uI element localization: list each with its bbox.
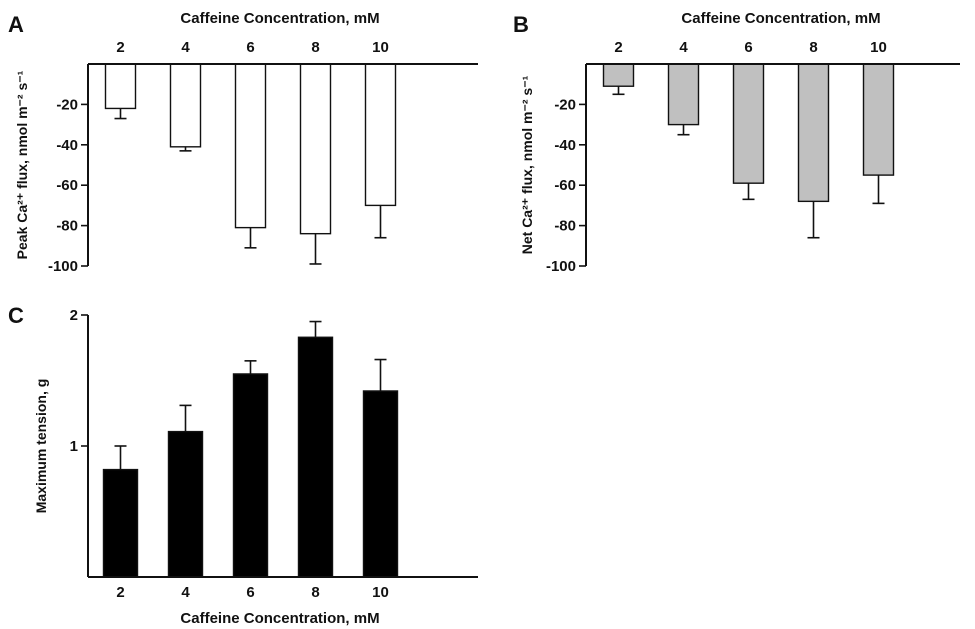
panel-a-bar-6 xyxy=(234,63,267,229)
panel-b-x-tick-10: 10 xyxy=(870,39,887,56)
panel-c-letter: C xyxy=(8,303,24,328)
panel-c: C Caffeine Concentration, mM Maximum ten… xyxy=(8,303,478,627)
panel-c-x-tick-10: 10 xyxy=(372,584,389,601)
panel-b: B Caffeine Concentration, mM Net Ca²⁺ fl… xyxy=(513,10,960,275)
panel-c-x-ticks: 2 4 6 8 10 xyxy=(116,584,389,601)
panel-c-x-tick-6: 6 xyxy=(246,584,254,601)
panel-a-y-ticks: -20 -40 -60 -80 -100 xyxy=(48,96,88,275)
panel-a-x-tick-10: 10 xyxy=(372,39,389,56)
panel-b-y-axis-title: Net Ca²⁺ flux, nmol m⁻² s⁻¹ xyxy=(519,75,535,254)
panel-a-bar-4 xyxy=(169,63,202,148)
panel-c-x-axis-title: Caffeine Concentration, mM xyxy=(180,610,379,627)
panel-a-bar-8 xyxy=(299,63,332,235)
panel-a-y-tick-label: -60 xyxy=(56,177,78,194)
panel-a-y-tick-label: -20 xyxy=(56,96,78,113)
panel-a-y-tick-label: -40 xyxy=(56,137,78,154)
panel-a-x-tick-6: 6 xyxy=(246,39,254,56)
panel-a-error-bars xyxy=(114,108,387,265)
panel-b-y-tick-label: -100 xyxy=(546,258,576,275)
panel-c-bar-8 xyxy=(297,336,334,578)
panel-c-bar-2 xyxy=(102,468,139,578)
panel-a-x-ticks: 2 4 6 8 10 xyxy=(116,39,389,56)
panel-c-x-tick-8: 8 xyxy=(311,584,319,601)
panel-c-bar-10 xyxy=(362,390,399,578)
panel-a-bars xyxy=(104,63,397,235)
panel-b-bar-8 xyxy=(797,63,830,203)
panel-c-x-tick-4: 4 xyxy=(181,584,190,601)
panel-a-y-tick-label: -80 xyxy=(56,218,78,235)
panel-c-bar-6 xyxy=(232,373,269,578)
panel-b-y-tick-label: -80 xyxy=(554,218,576,235)
panel-a-x-axis-title: Caffeine Concentration, mM xyxy=(180,10,379,27)
panel-a-letter: A xyxy=(8,12,24,37)
panel-b-bar-10 xyxy=(862,63,895,176)
panel-b-bar-4 xyxy=(667,63,700,126)
panel-c-error-bars xyxy=(114,320,387,470)
panel-b-y-tick-label: -20 xyxy=(554,96,576,113)
panel-b-x-axis-title: Caffeine Concentration, mM xyxy=(681,10,880,27)
panel-a-x-tick-4: 4 xyxy=(181,39,190,56)
panel-b-y-tick-label: -60 xyxy=(554,177,576,194)
panel-b-x-ticks: 2 4 6 8 10 xyxy=(614,39,887,56)
panel-a-bar-2 xyxy=(104,63,137,110)
panel-b-bar-6 xyxy=(732,63,765,184)
panel-b-x-tick-8: 8 xyxy=(809,39,817,56)
panel-a: A Caffeine Concentration, mM Peak Ca²⁺ f… xyxy=(8,10,478,275)
panel-c-y-axis-title: Maximum tension, g xyxy=(33,379,49,514)
panel-c-y-tick-label: 1 xyxy=(70,438,78,455)
panel-c-x-tick-2: 2 xyxy=(116,584,124,601)
panel-c-y-ticks: 12 xyxy=(70,307,88,455)
panel-b-x-tick-4: 4 xyxy=(679,39,688,56)
panel-b-x-tick-6: 6 xyxy=(744,39,752,56)
panel-a-x-tick-2: 2 xyxy=(116,39,124,56)
panel-a-x-tick-8: 8 xyxy=(311,39,319,56)
panel-b-x-tick-2: 2 xyxy=(614,39,622,56)
panel-a-bar-10 xyxy=(364,63,397,207)
panel-b-y-tick-label: -40 xyxy=(554,137,576,154)
panel-a-y-tick-label: -100 xyxy=(48,258,78,275)
panel-b-y-ticks: -20 -40 -60 -80 -100 xyxy=(546,96,586,275)
panel-b-bar-2 xyxy=(602,63,635,87)
panel-b-letter: B xyxy=(513,12,529,37)
panel-a-y-axis-title: Peak Ca²⁺ flux, nmol m⁻² s⁻¹ xyxy=(14,70,30,259)
panel-c-y-tick-label: 2 xyxy=(70,307,78,324)
panel-b-error-bars xyxy=(612,86,885,239)
panel-b-bars xyxy=(602,63,895,203)
panel-c-bar-4 xyxy=(167,430,204,578)
